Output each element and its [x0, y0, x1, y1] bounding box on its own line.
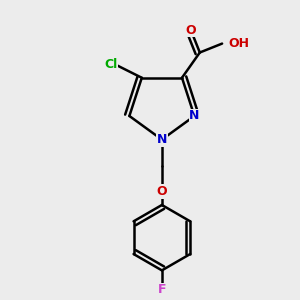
Text: O: O	[186, 24, 196, 37]
Text: O: O	[157, 185, 167, 198]
Text: N: N	[189, 110, 200, 122]
Text: Cl: Cl	[104, 58, 117, 71]
Text: OH: OH	[229, 37, 250, 50]
Text: F: F	[158, 283, 166, 296]
Text: N: N	[157, 133, 167, 146]
